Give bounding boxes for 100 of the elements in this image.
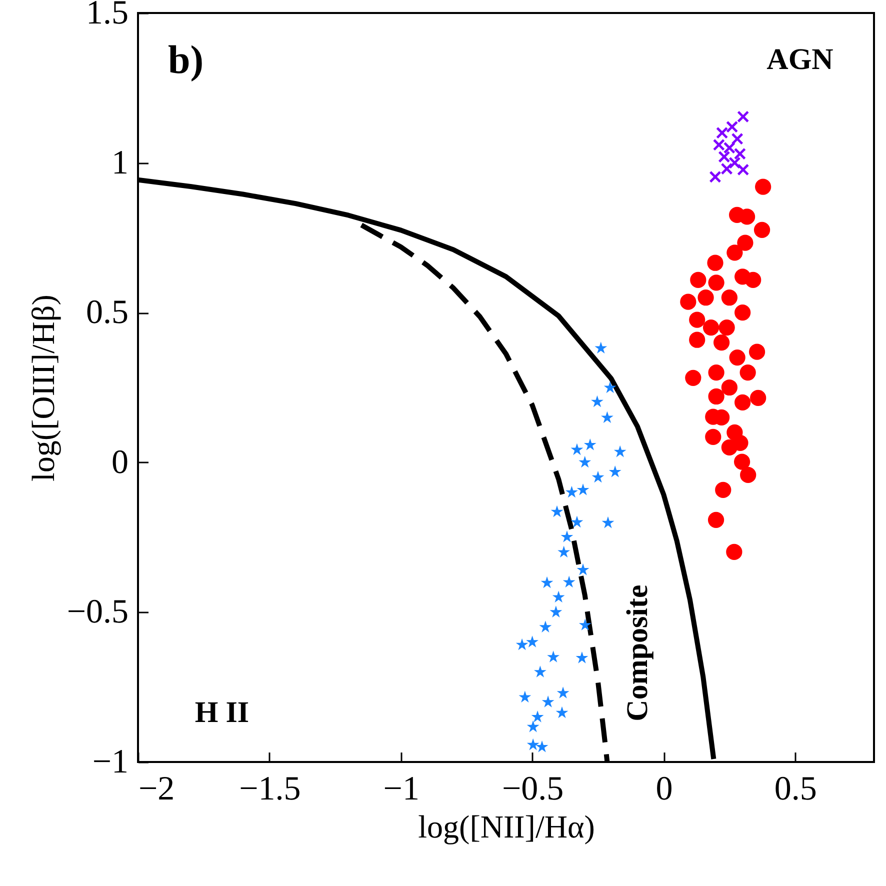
point xyxy=(729,349,746,366)
point xyxy=(562,576,576,588)
point xyxy=(614,445,626,458)
point xyxy=(566,486,578,498)
point xyxy=(708,364,724,381)
point xyxy=(721,439,738,456)
point xyxy=(536,740,548,752)
point xyxy=(690,272,706,288)
point xyxy=(591,395,604,408)
point xyxy=(576,652,588,664)
point xyxy=(534,666,546,678)
point xyxy=(708,512,724,528)
point xyxy=(552,590,565,602)
point xyxy=(708,388,724,405)
y-tick-label: 0.5 xyxy=(86,294,128,332)
point xyxy=(716,127,728,139)
point xyxy=(702,320,720,336)
point xyxy=(576,483,590,496)
point xyxy=(540,576,554,588)
point xyxy=(570,516,584,528)
point xyxy=(578,618,592,630)
point xyxy=(721,290,738,306)
point xyxy=(698,290,714,306)
y-tick-label: −1 xyxy=(92,744,128,780)
point xyxy=(755,178,772,195)
y-tick-label: 1 xyxy=(112,144,128,182)
point xyxy=(542,696,554,708)
point xyxy=(734,268,751,285)
point xyxy=(726,424,743,440)
x-tick-label: 0.5 xyxy=(774,770,817,808)
point xyxy=(592,470,604,483)
point xyxy=(726,244,743,261)
point xyxy=(685,370,702,386)
point xyxy=(750,390,766,406)
point xyxy=(556,706,568,718)
point xyxy=(748,344,766,360)
point xyxy=(734,148,746,160)
point xyxy=(556,686,570,698)
point xyxy=(710,171,721,183)
point xyxy=(518,690,532,703)
point xyxy=(715,482,732,498)
point xyxy=(604,381,616,394)
point xyxy=(516,638,528,650)
point xyxy=(558,546,570,558)
point xyxy=(713,334,730,351)
point xyxy=(732,133,744,145)
annotation: H II xyxy=(194,696,250,729)
point xyxy=(601,411,614,424)
point xyxy=(526,738,540,750)
point xyxy=(689,312,706,328)
point xyxy=(680,294,696,310)
point xyxy=(531,710,544,722)
point xyxy=(734,394,751,411)
x-tick-label: −2 xyxy=(138,770,175,808)
point xyxy=(724,142,736,154)
point xyxy=(547,650,560,662)
point xyxy=(550,505,564,518)
x-tick-label: 0 xyxy=(656,770,673,808)
point xyxy=(734,304,751,321)
point xyxy=(526,636,538,648)
point xyxy=(608,465,622,478)
point xyxy=(721,163,732,174)
point xyxy=(721,379,738,396)
point xyxy=(734,454,750,470)
point xyxy=(718,151,730,163)
point xyxy=(526,720,540,732)
x-tick-label: −0.5 xyxy=(502,770,564,808)
point xyxy=(740,364,756,381)
x-tick-label: −1.5 xyxy=(239,770,301,808)
x-axis-title: log([NII]/Hα) xyxy=(418,808,595,844)
x-tick-label: −1 xyxy=(383,770,420,808)
point xyxy=(728,157,740,168)
point xyxy=(570,443,584,456)
y-tick-label: 1.5 xyxy=(86,0,128,32)
point xyxy=(718,320,735,336)
annotation: Composite xyxy=(621,584,654,722)
point xyxy=(737,234,754,251)
point xyxy=(707,254,724,271)
point xyxy=(594,342,608,354)
y-tick-label: −0.5 xyxy=(66,594,128,631)
point xyxy=(584,438,596,450)
y-tick-label: 0 xyxy=(112,444,128,481)
point xyxy=(754,222,770,238)
point xyxy=(740,466,756,484)
point xyxy=(550,606,562,618)
point xyxy=(602,516,614,528)
point xyxy=(726,121,738,133)
point xyxy=(576,563,590,576)
annotation: b) xyxy=(168,37,204,82)
point xyxy=(705,428,722,445)
point xyxy=(539,620,552,632)
point xyxy=(708,274,724,291)
annotation: AGN xyxy=(766,43,834,76)
point xyxy=(713,139,725,151)
point xyxy=(560,530,574,542)
point xyxy=(689,332,706,348)
y-axis-title: log([OIII]/Hβ) xyxy=(24,294,61,482)
point xyxy=(726,544,742,560)
point xyxy=(737,110,749,122)
point xyxy=(578,456,592,468)
